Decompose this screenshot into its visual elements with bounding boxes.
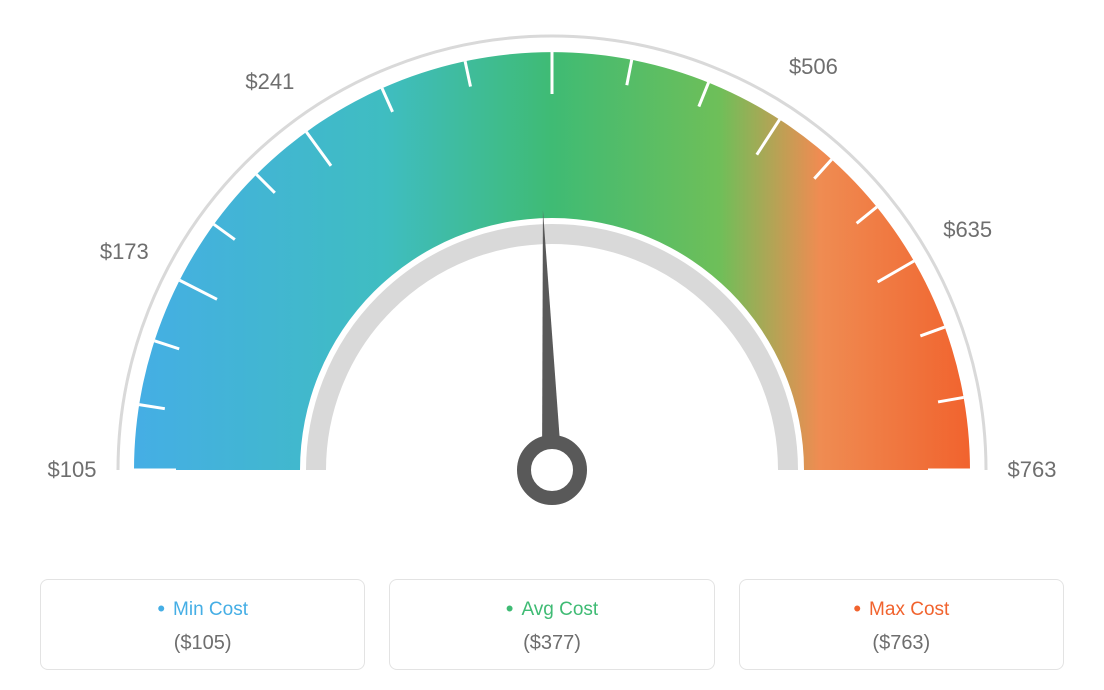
legend-card-avg: Avg Cost ($377) [389, 579, 714, 670]
gauge-tick-label: $506 [789, 54, 838, 80]
gauge-svg [0, 0, 1104, 560]
gauge-tick-label: $377 [528, 0, 577, 3]
legend-value-max: ($763) [740, 632, 1063, 655]
gauge-tick-label: $173 [100, 239, 149, 265]
legend-label-max: Max Cost [740, 596, 1063, 622]
legend-label-min: Min Cost [41, 596, 364, 622]
legend-card-max: Max Cost ($763) [739, 579, 1064, 670]
legend-value-avg: ($377) [390, 632, 713, 655]
legend-value-min: ($105) [41, 632, 364, 655]
gauge-tick-label: $635 [943, 217, 992, 243]
legend-row: Min Cost ($105) Avg Cost ($377) Max Cost… [0, 579, 1104, 670]
gauge-tick-label: $105 [48, 457, 97, 483]
gauge-tick-label: $763 [1008, 457, 1057, 483]
gauge-tick-label: $241 [245, 69, 294, 95]
legend-label-avg: Avg Cost [390, 596, 713, 622]
legend-card-min: Min Cost ($105) [40, 579, 365, 670]
gauge-chart: $105 $173 $241 $377 $506 $635 $763 [0, 0, 1104, 560]
